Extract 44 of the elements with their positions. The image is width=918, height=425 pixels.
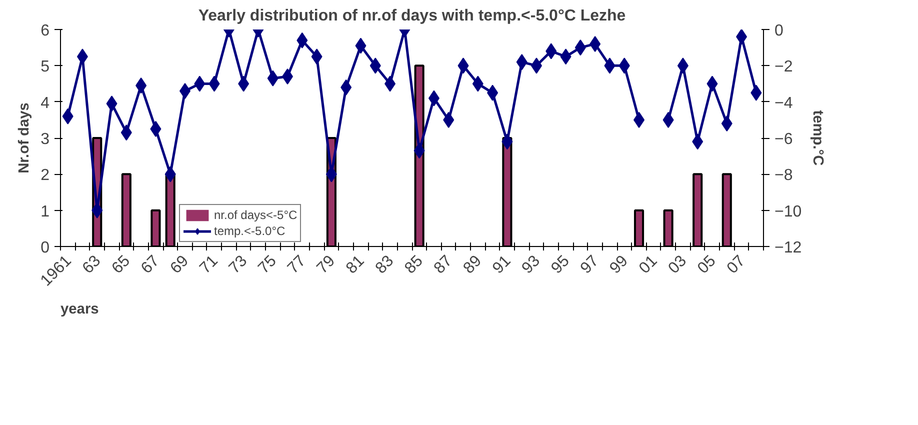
x-tick-label: 07: [724, 252, 749, 278]
x-tick-label: 85: [402, 252, 426, 278]
x-tick-label: 69: [167, 252, 192, 278]
x-tick-label: 75: [255, 252, 280, 278]
x-tick-label: 81: [343, 252, 368, 278]
y2-tick-label: −12: [774, 240, 802, 256]
x-tick-label: 91: [490, 252, 514, 278]
legend-label: temp.<-5.0°C: [214, 224, 286, 238]
y-tick-label: 3: [40, 131, 50, 148]
x-tick-label: 89: [460, 252, 486, 278]
y2-axis-title: temp.°C: [810, 110, 826, 166]
x-tick-label: 97: [578, 252, 602, 278]
y2-tick-label: −2: [774, 58, 793, 76]
x-tick-label: 01: [636, 252, 661, 278]
x-tick-label: 87: [431, 252, 456, 278]
x-tick-label: 71: [196, 252, 222, 278]
x-tick-label: 77: [284, 252, 310, 278]
legend-label: nr.of days<-5°C: [214, 208, 298, 222]
x-tick-label: 05: [694, 252, 720, 278]
x-tick-label: 65: [108, 252, 134, 278]
x-tick-label: 83: [372, 252, 398, 278]
y2-tick-label: −10: [774, 203, 802, 220]
x-tick-label: 99: [606, 252, 632, 278]
x-tick-label: 79: [314, 252, 339, 278]
y2-tick-label: −6: [774, 131, 793, 148]
y-tick-label: 2: [40, 167, 50, 184]
x-tick-label: 95: [548, 252, 573, 278]
y2-tick-label: 0: [774, 22, 784, 40]
y-tick-label: 1: [40, 203, 50, 220]
y2-tick-label: −4: [774, 94, 793, 112]
y-tick-label: 4: [40, 94, 50, 112]
x-tick-label: 63: [80, 252, 104, 278]
point: [736, 30, 748, 45]
y-tick-label: 0: [40, 240, 50, 256]
chart-title: Yearly distribution of nr.of days with temp.<-5.0°C Lezhe: [198, 8, 626, 24]
y-tick-label: 6: [40, 22, 50, 40]
y2-tick-label: −8: [774, 167, 793, 184]
y-axis-title: Nr.of days: [16, 102, 33, 174]
x-tick-label: 03: [665, 252, 690, 278]
x-tick-label: 73: [226, 252, 251, 278]
y-tick-label: 5: [40, 58, 50, 76]
x-tick-label: 93: [518, 252, 544, 278]
x-axis-title: years: [60, 302, 99, 318]
x-tick-label: 67: [138, 252, 163, 278]
